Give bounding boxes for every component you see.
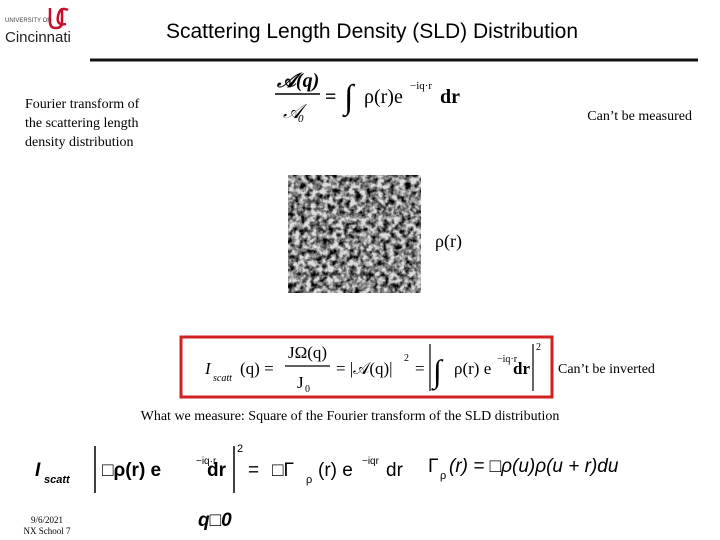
eq-part: −iqr xyxy=(362,456,380,467)
eq-part: Γ xyxy=(428,456,438,477)
eq-part: ρ xyxy=(306,474,312,486)
eq-part: 0 xyxy=(298,113,304,125)
highlight-box xyxy=(179,335,554,399)
intro: Fourier transform of the scattering leng… xyxy=(25,97,140,150)
eq-part: −iq·r xyxy=(497,354,518,365)
eq-part: dr xyxy=(207,460,227,481)
intro-line: Fourier transform of xyxy=(25,97,140,112)
eq-part: (r) = □ρ(u)ρ(u + r)du xyxy=(449,456,619,477)
eq-part: ∫ xyxy=(431,353,444,391)
eq-part: dr xyxy=(513,359,530,378)
eq-part: = xyxy=(415,359,425,378)
equation-3: I scatt □ρ(r) e −iq·r dr 2 = □Γ ρ (r) e … xyxy=(35,443,619,531)
eq-part: (q) = xyxy=(240,359,274,378)
eq-part: dr xyxy=(440,86,460,108)
eq-part: −iq·r xyxy=(410,80,432,92)
eq-part: −iq·r xyxy=(196,456,217,467)
eq-part: □Γ xyxy=(272,460,294,481)
intro-line: density distribution xyxy=(25,135,134,150)
eq-part: ρ(r) e xyxy=(454,359,491,378)
caption: What we measure: Square of the Fourier t… xyxy=(141,409,560,424)
eq-part: 𝒜(q) xyxy=(276,70,319,92)
eq-part: 2 xyxy=(404,353,409,364)
eq-part: scatt xyxy=(44,474,71,486)
eq-part: 0 xyxy=(305,384,310,395)
eq-part: ∫ xyxy=(342,79,356,118)
footer-event: NX School 7 xyxy=(24,526,71,536)
eq-part: (r) e xyxy=(318,460,353,481)
eq-part: 𝒜 xyxy=(283,101,308,123)
slide-title: Scattering Length Density (SLD) Distribu… xyxy=(166,20,578,43)
image-label: ρ(r) xyxy=(435,231,462,252)
equation-2: I scatt (q) = JΩ(q) J 0 = |𝒜(q)| 2 = ∫ ρ… xyxy=(204,342,541,395)
sld-image xyxy=(288,175,421,293)
eq-part: = xyxy=(248,460,259,481)
logo-name: Cincinnati xyxy=(5,29,71,46)
footer-date: 9/6/2021 xyxy=(31,515,63,525)
eq-part: I xyxy=(35,460,41,481)
logo-top: UNIVERSITY OF xyxy=(5,18,51,24)
eq-part: 2 xyxy=(536,342,541,353)
eq-part: = xyxy=(325,86,336,108)
eq-part: scatt xyxy=(213,373,232,384)
eq-part: J xyxy=(297,373,304,392)
eq-part: □ρ(r) e xyxy=(102,460,161,481)
eq-part: JΩ(q) xyxy=(288,343,327,362)
eq-part: q□0 xyxy=(198,510,232,531)
eq-part: ρ(r)e xyxy=(364,86,403,108)
eq-part: 2 xyxy=(237,443,243,455)
note: Can’t be measured xyxy=(587,109,692,124)
eq-part: dr xyxy=(386,460,404,481)
eq-part: ρ xyxy=(440,470,446,482)
logo-emblem xyxy=(48,7,69,30)
note: Can’t be inverted xyxy=(558,362,655,377)
equation-1: 𝒜(q) 𝒜 0 = ∫ ρ(r)e −iq·r dr xyxy=(275,70,460,125)
intro-line: the scattering length xyxy=(25,116,139,131)
eq-part: I xyxy=(204,359,212,378)
eq-part: = |𝒜(q)| xyxy=(336,359,393,378)
